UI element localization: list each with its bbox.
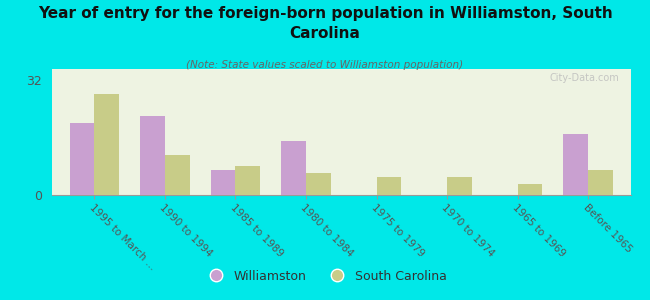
Bar <box>281 141 306 195</box>
Bar <box>306 173 331 195</box>
Bar <box>165 155 190 195</box>
Bar <box>140 116 165 195</box>
Bar <box>564 134 588 195</box>
Text: Year of entry for the foreign-born population in Williamston, South
Carolina: Year of entry for the foreign-born popul… <box>38 6 612 41</box>
Bar <box>70 123 94 195</box>
Bar <box>447 177 472 195</box>
Text: City-Data.com: City-Data.com <box>549 73 619 83</box>
Bar <box>94 94 119 195</box>
Text: (Note: State values scaled to Williamston population): (Note: State values scaled to Williamsto… <box>187 60 463 70</box>
Bar <box>588 170 613 195</box>
Bar <box>517 184 542 195</box>
Legend: Williamston, South Carolina: Williamston, South Carolina <box>198 265 452 288</box>
Bar <box>235 166 260 195</box>
Bar <box>376 177 401 195</box>
Bar <box>211 170 235 195</box>
